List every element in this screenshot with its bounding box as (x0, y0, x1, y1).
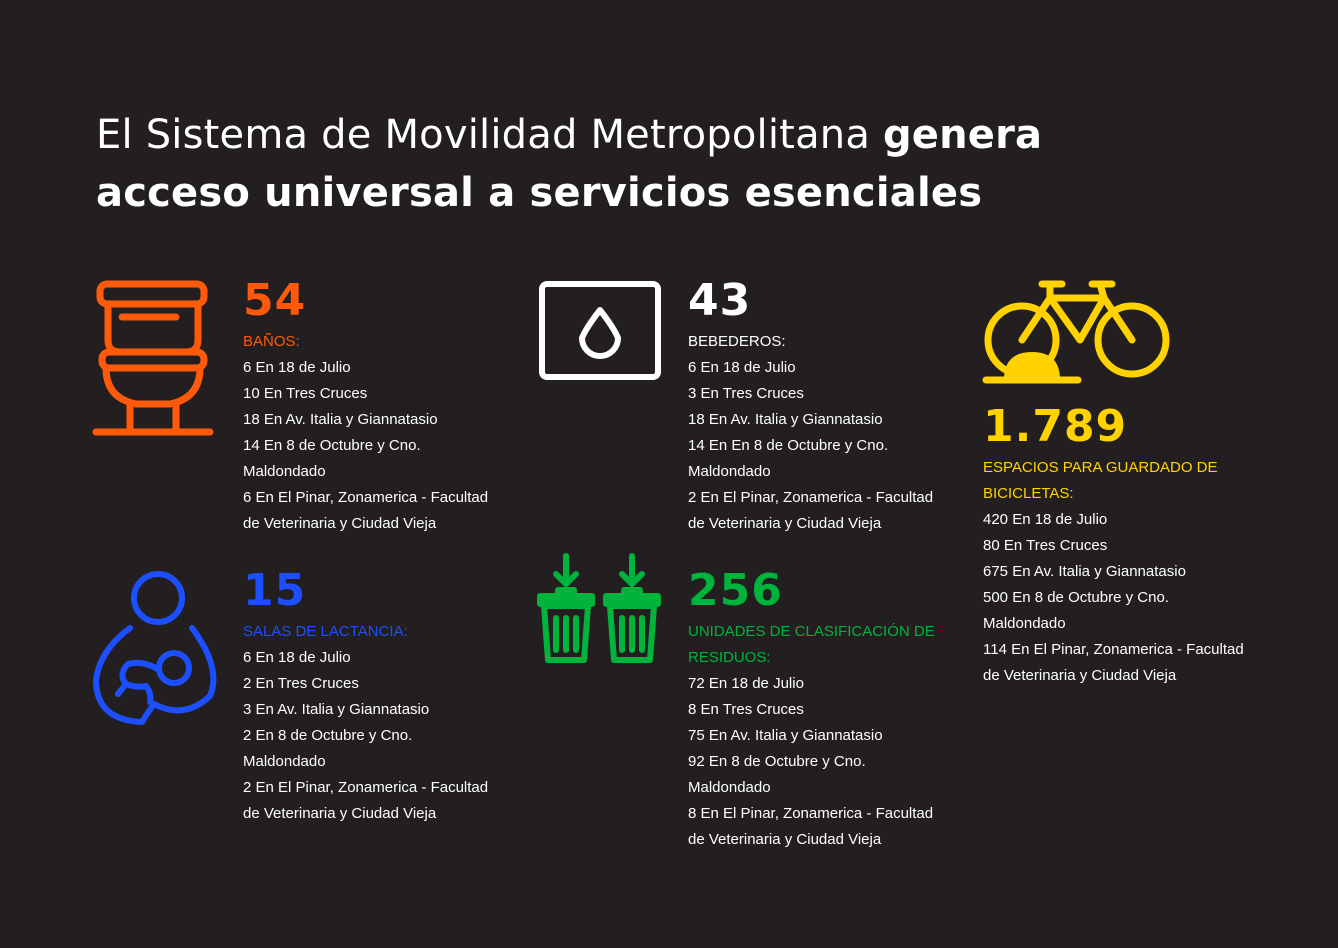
list-item: 6 En 18 de Julio (243, 359, 351, 376)
bicicletas-label: ESPACIOS PARA GUARDADO DE BICICLETAS: (983, 455, 1273, 507)
list-item: 6 En El Pinar, Zonamerica - Facultad (243, 489, 489, 506)
bebederos-number: 43 (688, 275, 752, 326)
breastfeeding-icon (92, 570, 220, 730)
list-item: 80 En Tres Cruces (983, 537, 1108, 554)
list-item: Maldondado (983, 615, 1066, 632)
residuos-block: 256 UNIDADES DE CLASIFICACIÓN DE RESIDUO… (688, 566, 968, 853)
residuos-label-line2: RESIDUOS: (688, 649, 771, 666)
list-item: 14 En En 8 de Octubre y Cno. (688, 437, 889, 454)
list-item: 675 En Av. Italia y Giannatasio (983, 563, 1186, 580)
bebederos-label: BEBEDEROS: (688, 333, 786, 350)
list-item: de Veterinaria y Ciudad Vieja (243, 515, 437, 532)
list-item: 6 En 18 de Julio (688, 359, 796, 376)
bicycle-parking-icon (982, 278, 1172, 388)
banos-label: BAÑOS: (243, 333, 300, 350)
list-item: de Veterinaria y Ciudad Vieja (243, 805, 437, 822)
list-item: 114 En El Pinar, Zonamerica - Facultad (983, 641, 1244, 658)
banos-block: 54 BAÑOS: 6 En 18 de Julio 10 En Tres Cr… (243, 276, 508, 537)
banos-number: 54 (243, 275, 307, 326)
list-item: Maldondado (243, 753, 326, 770)
lactancia-number: 15 (243, 565, 307, 616)
list-item: de Veterinaria y Ciudad Vieja (688, 515, 882, 532)
bicicletas-label-line1: ESPACIOS PARA GUARDADO DE (983, 459, 1218, 476)
list-item: Maldondado (688, 463, 771, 480)
list-item: 2 En Tres Cruces (243, 675, 359, 692)
lactancia-label: SALAS DE LACTANCIA: (243, 623, 408, 640)
list-item: 3 En Tres Cruces (688, 385, 804, 402)
page-title: El Sistema de Movilidad Metropolitana ge… (96, 106, 1216, 222)
lactancia-lines: 6 En 18 de Julio 2 En Tres Cruces 3 En A… (243, 645, 508, 827)
list-item: 2 En El Pinar, Zonamerica - Facultad (243, 779, 489, 796)
bicicletas-number: 1.789 (983, 401, 1128, 452)
list-item: 8 En El Pinar, Zonamerica - Facultad (688, 805, 934, 822)
bicicletas-block: 1.789 ESPACIOS PARA GUARDADO DE BICICLET… (983, 402, 1273, 689)
bebederos-block: 43 BEBEDEROS: 6 En 18 de Julio 3 En Tres… (688, 276, 953, 537)
bebederos-lines: 6 En 18 de Julio 3 En Tres Cruces 18 En … (688, 355, 953, 537)
list-item: 8 En Tres Cruces (688, 701, 804, 718)
residuos-lines: 72 En 18 de Julio 8 En Tres Cruces 75 En… (688, 671, 968, 853)
list-item: 92 En 8 de Octubre y Cno. (688, 753, 866, 770)
banos-lines: 6 En 18 de Julio 10 En Tres Cruces 18 En… (243, 355, 508, 537)
toilet-icon (92, 280, 214, 440)
list-item: Maldondado (243, 463, 326, 480)
recycling-bins-icon (536, 552, 666, 666)
list-item: 6 En 18 de Julio (243, 649, 351, 666)
title-regular: El Sistema de Movilidad Metropolitana (96, 112, 883, 158)
list-item: 2 En El Pinar, Zonamerica - Facultad (688, 489, 934, 506)
list-item: 3 En Av. Italia y Giannatasio (243, 701, 430, 718)
bicicletas-lines: 420 En 18 de Julio 80 En Tres Cruces 675… (983, 507, 1273, 689)
list-item: 420 En 18 de Julio (983, 511, 1108, 528)
list-item: 500 En 8 de Octubre y Cno. (983, 589, 1169, 606)
residuos-label: UNIDADES DE CLASIFICACIÓN DE RESIDUOS: (688, 619, 968, 671)
residuos-number: 256 (688, 565, 783, 616)
list-item: 72 En 18 de Julio (688, 675, 804, 692)
list-item: 14 En 8 de Octubre y Cno. (243, 437, 421, 454)
title-bold-first: genera (882, 112, 1043, 158)
list-item: 75 En Av. Italia y Giannatasio (688, 727, 883, 744)
list-item: 18 En Av. Italia y Giannatasio (243, 411, 438, 428)
lactancia-block: 15 SALAS DE LACTANCIA: 6 En 18 de Julio … (243, 566, 508, 827)
list-item: 10 En Tres Cruces (243, 385, 368, 402)
list-item: de Veterinaria y Ciudad Vieja (983, 667, 1177, 684)
list-item: 18 En Av. Italia y Giannatasio (688, 411, 883, 428)
water-drop-icon (538, 280, 662, 382)
list-item: Maldondado (688, 779, 771, 796)
residuos-label-line1: UNIDADES DE CLASIFICACIÓN DE (688, 623, 935, 640)
bicicletas-label-line2: BICICLETAS: (983, 485, 1074, 502)
list-item: de Veterinaria y Ciudad Vieja (688, 831, 882, 848)
list-item: 2 En 8 de Octubre y Cno. (243, 727, 413, 744)
title-bold-second: acceso universal a servicios esenciales (96, 170, 983, 216)
